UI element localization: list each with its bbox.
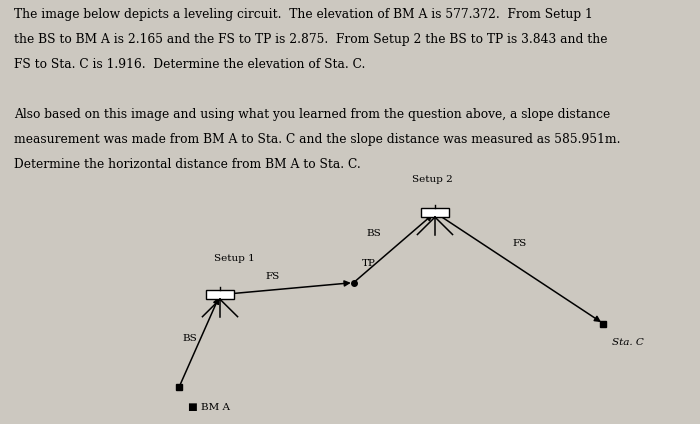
Text: TP: TP	[363, 259, 376, 268]
Bar	[206, 290, 234, 299]
Text: Also based on this image and using what you learned from the question above, a s: Also based on this image and using what …	[14, 109, 610, 121]
Text: BS: BS	[182, 334, 197, 343]
Text: Determine the horizontal distance from BM A to Sta. C.: Determine the horizontal distance from B…	[14, 158, 360, 171]
Text: Setup 1: Setup 1	[214, 254, 255, 263]
Bar	[421, 208, 449, 217]
Text: the BS to BM A is 2.165 and the FS to TP is 2.875.  From Setup 2 the BS to TP is: the BS to BM A is 2.165 and the FS to TP…	[14, 33, 608, 47]
Text: FS to Sta. C is 1.916.  Determine the elevation of Sta. C.: FS to Sta. C is 1.916. Determine the ele…	[14, 59, 365, 71]
Text: FS: FS	[512, 239, 526, 248]
Text: measurement was made from BM A to Sta. C and the slope distance was measured as : measurement was made from BM A to Sta. C…	[14, 133, 620, 146]
Text: ■ BM A: ■ BM A	[188, 404, 230, 413]
Text: Sta. C: Sta. C	[612, 338, 644, 347]
Text: The image below depicts a leveling circuit.  The elevation of BM A is 577.372.  : The image below depicts a leveling circu…	[14, 8, 593, 22]
Text: FS: FS	[265, 272, 279, 282]
Text: Setup 2: Setup 2	[412, 175, 452, 184]
Text: BS: BS	[367, 229, 382, 238]
